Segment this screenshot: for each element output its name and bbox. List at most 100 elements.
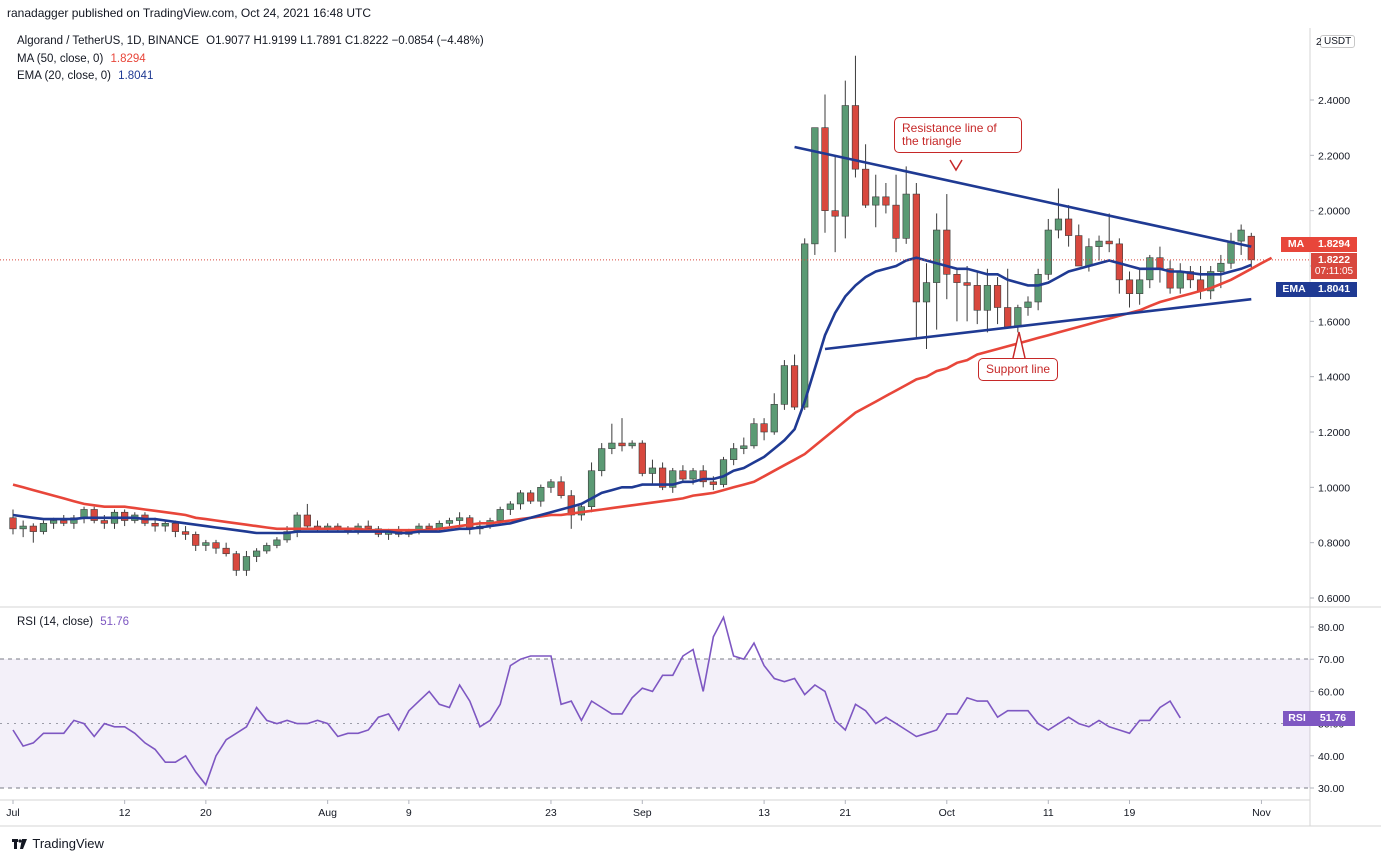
candle-body (151, 522, 159, 527)
candle-body (1237, 229, 1245, 242)
candle-body (1065, 218, 1073, 236)
candle-body (1044, 229, 1052, 275)
candle-body (1125, 279, 1134, 294)
candle-body (1054, 218, 1063, 231)
time-tick-label: 19 (1124, 807, 1136, 819)
candle-body (669, 470, 677, 488)
candle-body (70, 517, 78, 524)
candle-body (912, 193, 920, 303)
ema-legend-value: 1.8041 (118, 70, 154, 82)
candle (263, 542, 271, 554)
time-tick-label: Sep (633, 807, 652, 819)
candle (882, 183, 890, 214)
candle-body (303, 514, 311, 527)
candle (851, 55, 860, 178)
candle-body (709, 481, 717, 485)
candle (983, 268, 991, 333)
candle (1156, 246, 1164, 283)
rsi-legend-label: RSI (14, close) (17, 616, 94, 628)
candle (831, 155, 839, 253)
candle (557, 476, 565, 499)
candle-body (445, 520, 454, 524)
candle-body (933, 229, 941, 283)
ma50-line (12, 256, 1273, 532)
candle-body (963, 282, 971, 286)
price-tick-label: 1.0000 (1318, 482, 1350, 494)
candle-body (922, 282, 931, 303)
candle (902, 166, 910, 244)
candle (618, 418, 626, 452)
candle (496, 506, 504, 524)
candle-body (516, 492, 525, 505)
ema20-line (12, 256, 1252, 535)
ma-legend: MA (50, close, 0) 1.8294 (17, 53, 146, 65)
candle-body (750, 423, 758, 447)
ma-legend-label: MA (50, close, 0) (17, 53, 104, 65)
rsi-line (12, 615, 1181, 787)
candle (1065, 205, 1073, 247)
rsi-tick-label: 40.00 (1318, 751, 1344, 763)
candle-body (212, 542, 220, 549)
candle (1115, 238, 1123, 294)
candle (242, 550, 251, 576)
resistance-annotation: Resistance line of the triangle (894, 117, 1022, 153)
candle-body (618, 442, 626, 447)
price-axis: 0.60000.80001.00001.20001.40001.60001.80… (1310, 95, 1350, 605)
candle (1176, 263, 1184, 294)
rsi-tick-label: 80.00 (1318, 622, 1344, 634)
candle-body (29, 525, 37, 532)
symbol-line: Algorand / TetherUS, 1D, BINANCE (17, 35, 199, 47)
candle-body (60, 520, 68, 524)
candle-body (19, 525, 27, 530)
candle-body (780, 365, 788, 405)
candle-body (181, 531, 190, 535)
price-tick-label: 1.4000 (1318, 372, 1350, 384)
candle-body (263, 545, 271, 552)
tradingview-footer[interactable]: TradingView (12, 836, 104, 851)
candle-body (973, 285, 981, 311)
price-tick-label: 2.2000 (1318, 150, 1350, 162)
candle (19, 520, 27, 538)
candle-body (1024, 301, 1032, 308)
price-tick-label: 1.6000 (1318, 316, 1350, 328)
candle-body (1136, 279, 1144, 294)
candle (506, 501, 514, 515)
time-tick-label: 12 (119, 807, 131, 819)
candle (527, 490, 535, 504)
top-price-tick: 2 (1316, 37, 1322, 48)
close-price-tag: 1.8222 07:11:05 (1311, 253, 1357, 279)
unit-label[interactable]: USDT (1320, 35, 1356, 48)
candle-body (993, 285, 1002, 308)
candle-body (202, 542, 210, 546)
candle-body (1105, 240, 1113, 245)
candle (861, 144, 870, 208)
candle-body (882, 196, 890, 206)
time-tick-label: 20 (200, 807, 212, 819)
candle (1196, 266, 1205, 300)
symbol-legend: Algorand / TetherUS, 1D, BINANCE O1.9077… (17, 35, 484, 47)
candle-body (679, 470, 687, 480)
candle (943, 194, 951, 300)
candle-body (608, 442, 616, 449)
time-tick-label: 9 (406, 807, 412, 819)
rsi-axis-tag: RSI (1283, 711, 1311, 726)
candlestick-series (9, 55, 1255, 576)
ohlc-values: O1.9077 H1.9199 L1.7891 C1.8222 −0.0854 … (206, 35, 484, 47)
candle-body (547, 481, 555, 488)
candle (892, 174, 900, 253)
candle (658, 462, 667, 491)
candle (770, 393, 778, 435)
ema-legend: EMA (20, close, 0) 1.8041 (17, 70, 153, 82)
support-annotation: Support line (978, 358, 1059, 381)
candle-body (1095, 240, 1103, 247)
candle (293, 512, 301, 538)
candle (232, 550, 240, 576)
candle-body (161, 522, 169, 527)
candle (212, 539, 220, 554)
candle-body (1034, 273, 1042, 303)
tradingview-brand: TradingView (32, 836, 104, 851)
candle-body (811, 127, 819, 245)
time-axis: Jul 12 20 Aug 9 23 Sep 13 21 Oct 11 19 Nov (6, 800, 1272, 819)
candle (608, 423, 616, 455)
candle-body (821, 127, 829, 211)
